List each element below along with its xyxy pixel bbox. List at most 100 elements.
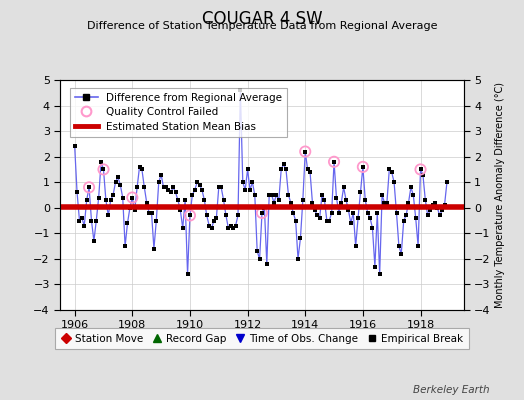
Point (152, 217, 160, 224)
Point (171, 189, 180, 196)
Y-axis label: Monthly Temperature Anomaly Difference (°C): Monthly Temperature Anomaly Difference (… (495, 82, 505, 308)
Point (361, 197, 369, 203)
Point (284, 192, 292, 198)
Point (426, 207, 434, 214)
Legend: Station Move, Record Gap, Time of Obs. Change, Empirical Break: Station Move, Record Gap, Time of Obs. C… (55, 328, 469, 349)
Point (306, 169, 314, 175)
Point (392, 210, 401, 216)
Point (82, 197, 91, 203)
Point (265, 192, 274, 198)
Point (301, 148, 310, 155)
Point (232, 222, 240, 229)
Point (191, 187, 199, 193)
Point (352, 243, 360, 249)
Point (220, 197, 228, 203)
Point (128, 194, 136, 201)
Point (147, 210, 156, 216)
Point (212, 215, 221, 221)
Point (263, 261, 271, 267)
Point (104, 212, 113, 219)
Point (323, 217, 331, 224)
Point (270, 200, 278, 206)
Point (279, 161, 288, 168)
Point (390, 179, 398, 186)
Point (399, 217, 408, 224)
Point (428, 202, 436, 208)
Point (438, 207, 446, 214)
Point (198, 187, 206, 193)
Point (409, 192, 418, 198)
Point (97, 158, 105, 165)
Point (203, 212, 211, 219)
Point (364, 210, 372, 216)
Point (181, 197, 189, 203)
Point (402, 212, 410, 219)
Point (215, 184, 223, 190)
Point (253, 248, 261, 254)
Point (282, 166, 290, 173)
Point (407, 184, 415, 190)
Legend: Difference from Regional Average, Quality Control Failed, Estimated Station Mean: Difference from Regional Average, Qualit… (70, 88, 287, 137)
Point (359, 164, 367, 170)
Point (431, 200, 439, 206)
Point (130, 207, 139, 214)
Point (303, 166, 312, 173)
Point (157, 171, 165, 178)
Point (440, 202, 449, 208)
Point (277, 166, 286, 173)
Point (217, 184, 225, 190)
Point (359, 164, 367, 170)
Point (126, 204, 134, 211)
Point (75, 217, 84, 224)
Point (116, 182, 125, 188)
Point (347, 220, 355, 226)
Point (299, 197, 307, 203)
Point (260, 204, 269, 211)
Point (90, 238, 98, 244)
Point (405, 200, 413, 206)
Point (423, 212, 432, 219)
Point (258, 210, 266, 216)
Point (368, 225, 377, 232)
Point (301, 148, 310, 155)
Point (397, 250, 406, 257)
Point (246, 187, 254, 193)
Point (349, 210, 357, 216)
Point (248, 179, 257, 186)
Point (85, 184, 93, 190)
Point (421, 197, 430, 203)
Point (373, 210, 381, 216)
Point (222, 212, 230, 219)
Point (318, 192, 326, 198)
Point (80, 222, 89, 229)
Point (114, 174, 122, 180)
Point (294, 256, 302, 262)
Point (195, 182, 204, 188)
Point (435, 212, 444, 219)
Text: Berkeley Earth: Berkeley Earth (413, 385, 490, 395)
Point (313, 212, 321, 219)
Point (258, 210, 266, 216)
Point (388, 169, 396, 175)
Point (356, 189, 365, 196)
Point (328, 210, 336, 216)
Point (162, 184, 170, 190)
Point (335, 210, 343, 216)
Point (73, 189, 81, 196)
Point (370, 263, 379, 270)
Point (188, 192, 196, 198)
Point (138, 166, 146, 173)
Point (325, 217, 333, 224)
Point (291, 217, 300, 224)
Point (419, 171, 427, 178)
Point (354, 215, 362, 221)
Point (337, 200, 345, 206)
Point (342, 197, 350, 203)
Point (380, 200, 389, 206)
Point (121, 243, 129, 249)
Point (167, 189, 175, 196)
Point (208, 225, 216, 232)
Point (332, 194, 341, 201)
Point (179, 225, 187, 232)
Point (185, 212, 194, 219)
